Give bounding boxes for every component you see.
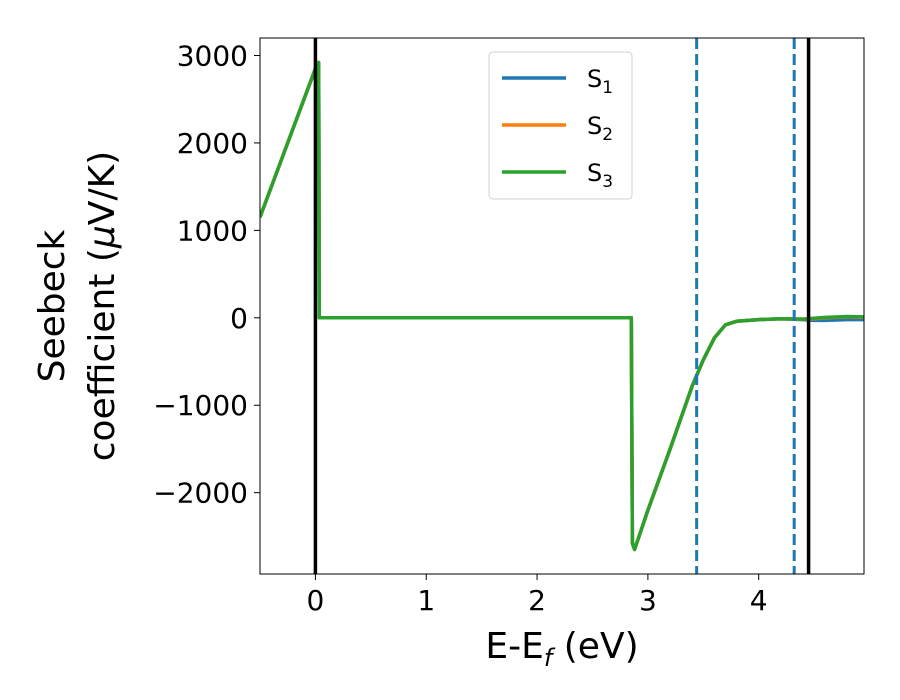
y-tick-label: 3000 [177,39,248,72]
y-tick-label: −1000 [153,389,248,422]
x-tick-label: 4 [750,584,768,617]
x-tick-label: 3 [639,584,657,617]
y-tick-label: 0 [230,302,248,335]
y-tick-label: 1000 [177,214,248,247]
legend-label-s1: S1 [587,65,613,98]
x-tick-label: 0 [306,584,324,617]
reference-lines [313,38,811,574]
x-axis-label: E-Ef (eV) [485,626,638,672]
x-tick-label: 2 [528,584,546,617]
plot-area [260,60,864,552]
y-axis-label-line2: coefficient (μV/K) [82,151,123,461]
legend: S1 S2 S3 [488,51,633,200]
y-tick-label: −2000 [153,477,248,510]
legend-label-s3: S3 [587,159,613,192]
x-axis: 0 1 2 3 4 [306,574,768,617]
legend-label-s2: S2 [587,112,613,145]
plot-frame [259,37,865,575]
x-tick-label: 1 [417,584,435,617]
y-axis: −2000 −1000 0 1000 2000 3000 [153,39,260,510]
series-line-s3 [260,60,864,552]
y-tick-label: 2000 [177,127,248,160]
y-axis-label: Seebeck [32,229,73,382]
